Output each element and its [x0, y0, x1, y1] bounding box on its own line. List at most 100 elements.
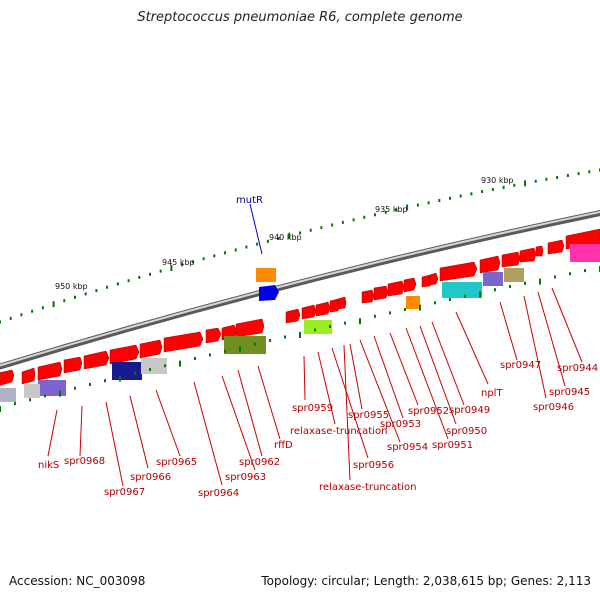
- track-tick: [44, 394, 46, 398]
- ruler-tick: [224, 251, 226, 255]
- ruler-tick: [181, 263, 184, 267]
- gene-arrow[interactable]: [361, 289, 375, 304]
- ruler-tick: [191, 260, 194, 264]
- ruler-tick: [588, 170, 591, 174]
- gene-box-lime[interactable]: [304, 320, 332, 334]
- gene-box-navy[interactable]: [112, 362, 142, 380]
- gene-arrow[interactable]: [535, 245, 544, 257]
- track-tick: [134, 371, 136, 375]
- ruler-tick: [556, 175, 559, 179]
- track-tick: [494, 288, 496, 292]
- ruler-tick: [106, 285, 109, 289]
- gene-arrow[interactable]: [235, 318, 265, 338]
- gene-box-purple-left[interactable]: [38, 380, 66, 396]
- scale-label-950: 950 kbp: [55, 282, 88, 291]
- ruler-tick: [138, 275, 141, 279]
- gene-label-spr0949[interactable]: spr0949: [449, 405, 490, 416]
- gene-arrow[interactable]: [301, 304, 317, 320]
- track-tick: [554, 275, 556, 279]
- gene-arrow[interactable]: [0, 369, 15, 386]
- gene-arrow[interactable]: [285, 308, 301, 324]
- scale-ruler: [0, 168, 600, 324]
- gene-arrow[interactable]: [21, 367, 36, 385]
- gene-label-spr0956[interactable]: spr0956: [353, 460, 394, 471]
- ruler-tick: [0, 320, 1, 324]
- gene-arrow[interactable]: [139, 339, 163, 359]
- gene-arrow[interactable]: [315, 301, 331, 317]
- ruler-tick: [459, 194, 462, 198]
- gene-label-spr0946[interactable]: spr0946: [533, 402, 574, 413]
- gene-box-orange-small[interactable]: [406, 296, 420, 309]
- gene-label-spr0954[interactable]: spr0954: [387, 442, 428, 453]
- gene-label-spr0962[interactable]: spr0962: [239, 457, 280, 468]
- ruler-tick: [63, 299, 66, 303]
- scale-label-935: 935 kbp: [375, 205, 408, 214]
- ruler-tick: [202, 257, 205, 261]
- gene-box-orange[interactable]: [256, 268, 276, 282]
- gene-label-spr0950[interactable]: spr0950: [446, 426, 487, 437]
- gene-box-purple[interactable]: [483, 272, 503, 286]
- gene-box-grey-left[interactable]: [24, 384, 40, 398]
- track-tick: [119, 375, 121, 382]
- gene-label-spr0966[interactable]: spr0966: [130, 472, 171, 483]
- gene-label-spr0947[interactable]: spr0947: [500, 360, 541, 371]
- track-tick: [224, 349, 226, 353]
- gene-arrow[interactable]: [501, 251, 521, 268]
- gene-label-relaxase-truncation-1[interactable]: relaxase-truncation: [290, 426, 387, 437]
- gene-box-olive[interactable]: [504, 268, 524, 282]
- gene-label-spr0945[interactable]: spr0945: [549, 387, 590, 398]
- gene-arrow[interactable]: [429, 272, 439, 286]
- gene-label-spr0955[interactable]: spr0955: [348, 410, 389, 421]
- ruler-tick: [513, 183, 516, 187]
- gene-arrow[interactable]: [547, 239, 565, 255]
- gene-label-mutR[interactable]: mutR: [236, 195, 263, 206]
- gene-arrow[interactable]: [519, 247, 537, 263]
- ruler-tick: [9, 316, 12, 320]
- gene-arrow[interactable]: [387, 280, 405, 297]
- gene-label-spr0959[interactable]: spr0959: [292, 403, 333, 414]
- gene-label-spr0952[interactable]: spr0952: [408, 406, 449, 417]
- gene-arrow[interactable]: [109, 344, 140, 365]
- gene-arrow[interactable]: [205, 327, 222, 344]
- gene-arrow[interactable]: [163, 331, 204, 353]
- gene-arrow[interactable]: [83, 350, 110, 370]
- gene-box-magenta[interactable]: [570, 244, 600, 262]
- gene-arrow-blue[interactable]: [259, 285, 279, 301]
- gene-arrow[interactable]: [439, 261, 478, 282]
- track-tick: [209, 353, 211, 357]
- gene-arrow[interactable]: [373, 285, 389, 301]
- track-tick: [374, 314, 376, 318]
- gene-label-spr0965[interactable]: spr0965: [156, 457, 197, 468]
- gene-label-relaxase-truncation-2[interactable]: relaxase-truncation: [319, 482, 416, 493]
- gene-label-spr0944[interactable]: spr0944: [557, 363, 598, 374]
- ruler-tick: [427, 201, 430, 205]
- gene-label-spr0968[interactable]: spr0968: [64, 456, 105, 467]
- map-title: Streptococcus pneumoniae R6, complete ge…: [137, 10, 463, 25]
- gene-label-nplT[interactable]: nplT: [481, 388, 503, 399]
- gene-arrow[interactable]: [479, 255, 501, 274]
- ruler-tick: [470, 192, 473, 196]
- gene-arrow[interactable]: [337, 296, 347, 310]
- gene-label-spr0964[interactable]: spr0964: [198, 488, 239, 499]
- gene-box-cyan[interactable]: [442, 282, 482, 298]
- ruler-tick: [406, 204, 409, 211]
- ruler-tick: [577, 172, 580, 176]
- gene-box-olive-green[interactable]: [224, 336, 266, 354]
- ruler-tick: [116, 282, 119, 286]
- gene-arrow[interactable]: [63, 356, 83, 374]
- gene-label-spr0953[interactable]: spr0953: [380, 419, 421, 430]
- gene-box-grey-edge[interactable]: [0, 388, 16, 402]
- track-tick: [359, 318, 361, 325]
- track-tick: [194, 357, 196, 360]
- gene-arrow[interactable]: [37, 361, 63, 381]
- gene-label-spr0963[interactable]: spr0963: [225, 472, 266, 483]
- gene-label-nikS[interactable]: nikS: [38, 460, 59, 471]
- gene-label-spr0951[interactable]: spr0951: [432, 440, 473, 451]
- gene-label-spr0967[interactable]: spr0967: [104, 487, 145, 498]
- ruler-tick: [74, 295, 76, 299]
- track-tick: [449, 298, 451, 301]
- gene-box-grey[interactable]: [141, 358, 167, 374]
- gene-arrow[interactable]: [403, 277, 417, 293]
- gene-label-rffD[interactable]: rffD: [274, 440, 293, 451]
- ruler-tick: [20, 313, 23, 317]
